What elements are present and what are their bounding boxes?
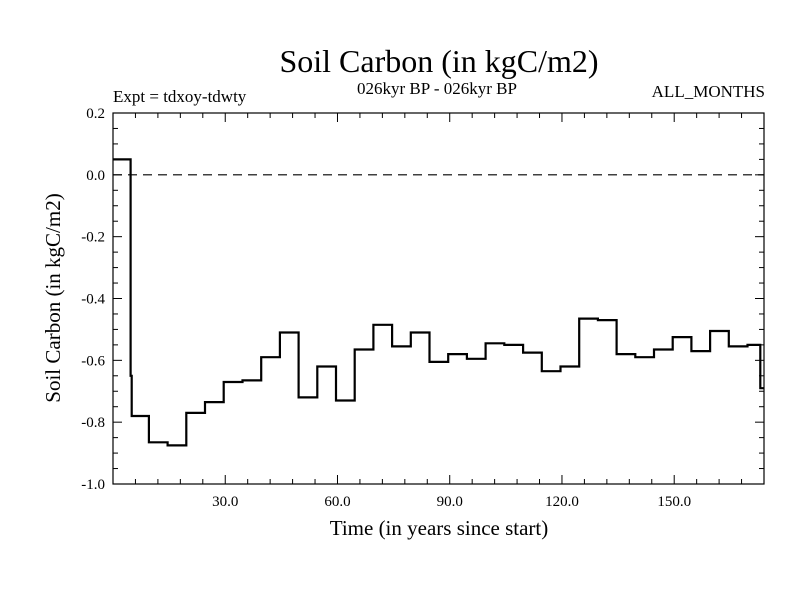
x-tick-label: 90.0 xyxy=(437,494,463,510)
plot-frame xyxy=(112,112,765,485)
y-tick-label: -0.2 xyxy=(81,230,105,246)
y-tick-label: 0.0 xyxy=(86,168,105,184)
x-tick-label: 30.0 xyxy=(212,494,238,510)
axis-tick-labels: 30.0 60.0 90.0 120.0 150.0 0.2 0.0 -0.2 -0.4 -0.6… xyxy=(81,106,691,510)
x-tick-label: 150.0 xyxy=(657,494,691,510)
y-tick-label: -0.4 xyxy=(81,292,105,308)
x-tick-label: 120.0 xyxy=(545,494,579,510)
chart-subtitle: 026kyr BP - 026kyr BP xyxy=(357,79,517,98)
y-axis-label: Soil Carbon (in kgC/m2) xyxy=(41,193,65,402)
x-axis-label: Time (in years since start) xyxy=(330,516,549,540)
soil-carbon-series-line xyxy=(113,158,764,447)
x-tick-label: 60.0 xyxy=(324,494,350,510)
y-tick-label: 0.2 xyxy=(86,106,105,122)
axis-ticks xyxy=(113,112,764,485)
chart-title: Soil Carbon (in kgC/m2) xyxy=(279,43,598,79)
months-label: ALL_MONTHS xyxy=(652,82,765,101)
y-tick-label: -0.8 xyxy=(81,415,105,431)
experiment-label: Expt = tdxoy-tdwty xyxy=(113,87,247,106)
y-tick-label: -1.0 xyxy=(81,477,105,493)
y-tick-label: -0.6 xyxy=(81,353,105,369)
